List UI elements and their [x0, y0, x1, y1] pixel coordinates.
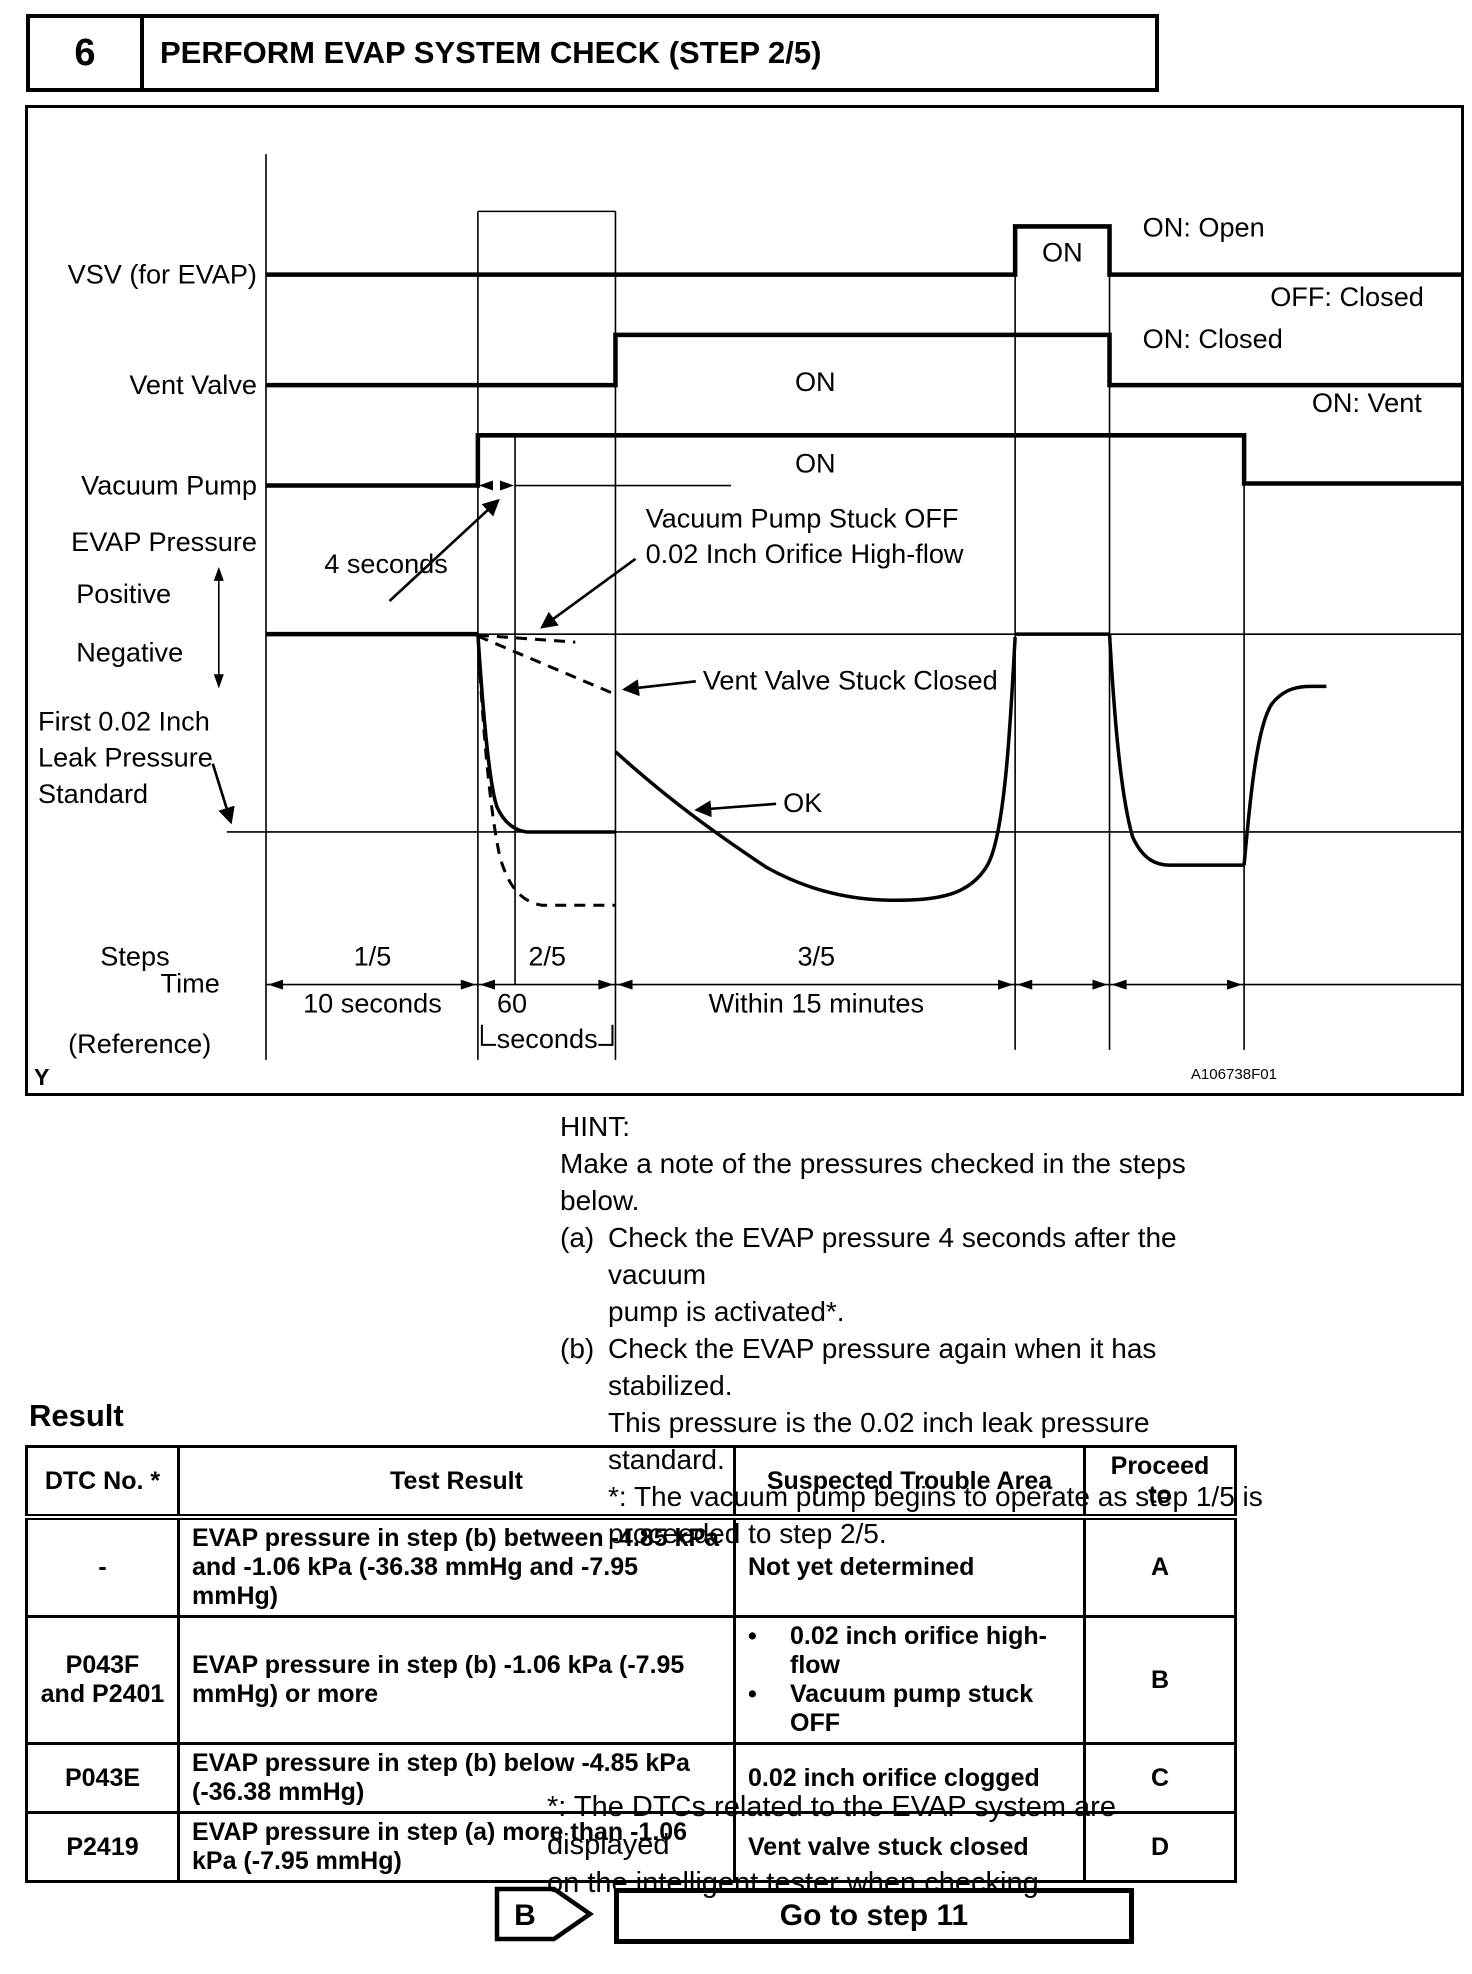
go-to-step-label: Go to step 11: [779, 1899, 969, 1932]
ok-pressure-curve: [476, 632, 1327, 903]
bullet-icon: •: [748, 1680, 757, 1708]
step3-label: 3/5: [797, 941, 835, 972]
stuck-off-label-2: 0.02 Inch Orifice High-flow: [646, 538, 964, 569]
t2-unit-label: seconds: [497, 1023, 598, 1054]
hint-title: HINT:: [560, 1111, 630, 1142]
four-seconds-arrow: [388, 498, 500, 602]
bullet-icon: •: [748, 1622, 757, 1650]
trouble-area-cell: Not yet determined: [733, 1515, 1086, 1618]
result-row: P043F and P2401 EVAP pressure in step (b)…: [25, 1615, 1237, 1745]
positive-label: Positive: [76, 578, 171, 609]
leak-standard-label-2: Leak Pressure: [38, 742, 213, 773]
result-table-header: DTC No. * Test Result Suspected Trouble Ar…: [25, 1445, 1237, 1520]
hint-item-label: (b): [560, 1333, 595, 1364]
time-axis-arrowheads: [268, 979, 1243, 990]
t2-num-label: 60: [497, 988, 527, 1019]
t1-label: 10 seconds: [303, 988, 442, 1019]
result-column-header: Proceed to: [1083, 1445, 1237, 1520]
result-column-header: Suspected Trouble Area: [733, 1445, 1086, 1520]
stuck-off-arrow: [540, 557, 637, 629]
four-seconds-label: 4 seconds: [324, 548, 448, 579]
test-result-cell: EVAP pressure in step (b) -1.06 kPa (-7.…: [177, 1615, 736, 1745]
hint-item: (a) Check the EVAP pressure 4 seconds aft…: [560, 1219, 1270, 1330]
pump-on-label: ON: [795, 447, 836, 478]
result-table: DTC No. * Test Result Suspected Trouble Ar…: [25, 1445, 1237, 1883]
t3-label: Within 15 minutes: [709, 988, 924, 1019]
pressure-direction-arrow: [213, 566, 224, 689]
figure-id: A106738F01: [1191, 1066, 1277, 1083]
figure-corner-label: Y: [34, 1064, 50, 1090]
on-closed-label: ON: Closed: [1143, 323, 1283, 354]
leak-standard-label-3: Standard: [38, 778, 148, 809]
hint-item-text: Check the EVAP pressure 4 seconds after …: [608, 1222, 1177, 1327]
stuck-off-label-1: Vacuum Pump Stuck OFF: [646, 503, 959, 534]
proceed-to-cell: D: [1083, 1811, 1237, 1883]
evap-timing-diagram: VSV (for EVAP) Vent Valve Vacuum Pump EV…: [25, 105, 1464, 1096]
vent-stuck-closed-curve: [477, 634, 617, 696]
proceed-to-cell: A: [1083, 1515, 1237, 1618]
step-number: 6: [30, 18, 144, 88]
result-column-header: DTC No. *: [25, 1445, 180, 1520]
orifice-clogged-curve: [476, 634, 616, 907]
vacuum-pump-row-label: Vacuum Pump: [81, 470, 257, 501]
step-title: PERFORM EVAP SYSTEM CHECK (STEP 2/5): [160, 35, 822, 70]
test-result-cell: EVAP pressure in step (a) more than -1.0…: [177, 1811, 736, 1883]
hint-intro: Make a note of the pressures checked in …: [560, 1148, 1186, 1216]
timing-diagram-canvas: VSV (for EVAP) Vent Valve Vacuum Pump EV…: [34, 154, 1461, 1090]
result-column-header: Test Result: [177, 1445, 736, 1520]
ok-arrow: [694, 800, 777, 818]
proceed-to-cell: B: [1083, 1615, 1237, 1745]
vent-valve-signal-trace: [265, 332, 1461, 388]
trouble-area-cell: Vent valve stuck closed: [733, 1811, 1086, 1883]
result-row: - EVAP pressure in step (b) between -4.85…: [25, 1515, 1237, 1618]
time-label: Time: [161, 968, 220, 999]
four-seconds-dimension: [478, 480, 515, 491]
test-result-cell: EVAP pressure in step (b) below -4.85 kP…: [177, 1742, 736, 1814]
annotation-arrows: [211, 498, 777, 825]
seconds-brackets: [480, 1024, 614, 1046]
test-result-cell: EVAP pressure in step (b) between -4.85 …: [177, 1515, 736, 1618]
off-closed-label: OFF: Closed: [1270, 281, 1424, 312]
ok-label: OK: [783, 787, 822, 818]
trouble-area-cell: • 0.02 inch orifice high-flow • Vacuum pump…: [733, 1615, 1086, 1745]
go-to-step-box: Go to step 11: [614, 1888, 1134, 1944]
result-row: P043E EVAP pressure in step (b) below -4.…: [25, 1742, 1237, 1814]
negative-label: Negative: [76, 636, 183, 667]
step-header: 6 PERFORM EVAP SYSTEM CHECK (STEP 2/5): [26, 14, 1159, 92]
dtc-cell: -: [25, 1515, 180, 1618]
vsv-row-label: VSV (for EVAP): [68, 259, 257, 290]
pump-stuck-off-curve: [477, 633, 576, 644]
evap-pressure-row-label: EVAP Pressure: [71, 526, 257, 557]
result-heading: Result: [29, 1398, 124, 1433]
trouble-area-cell: 0.02 inch orifice clogged: [733, 1742, 1086, 1814]
vacuum-pump-signal-trace: [265, 433, 1461, 488]
dtc-cell: P043E: [25, 1742, 180, 1814]
leak-standard-label-1: First 0.02 Inch: [38, 706, 210, 737]
vent-valve-row-label: Vent Valve: [129, 369, 257, 400]
reference-label: (Reference): [68, 1028, 211, 1059]
b-badge-letter: B: [514, 1899, 536, 1932]
b-badge-pentagon-icon: [494, 1886, 594, 1942]
fault-pressure-curves: [476, 633, 617, 907]
step2-label: 2/5: [528, 941, 566, 972]
result-b-badge: B: [494, 1886, 594, 1942]
vsv-on-label: ON: [1042, 237, 1083, 268]
on-open-label: ON: Open: [1143, 211, 1265, 242]
vent-on-label: ON: [795, 366, 836, 397]
dtc-cell: P043F and P2401: [25, 1615, 180, 1745]
step1-label: 1/5: [354, 941, 392, 972]
proceed-to-cell: C: [1083, 1742, 1237, 1814]
vent-stuck-arrow: [621, 679, 696, 697]
dtc-cell: P2419: [25, 1811, 180, 1883]
on-vent-label: ON: Vent: [1312, 387, 1422, 418]
dtc-footnote: *: The DTCs related to the EVAP system a…: [547, 1791, 1116, 1899]
vsv-signal-trace: [265, 224, 1461, 277]
result-row: P2419 EVAP pressure in step (a) more than…: [25, 1811, 1237, 1883]
steps-label: Steps: [100, 941, 169, 972]
hint-item-label: (a): [560, 1222, 595, 1253]
leak-standard-arrow: [211, 763, 235, 825]
vent-stuck-label: Vent Valve Stuck Closed: [703, 664, 998, 695]
